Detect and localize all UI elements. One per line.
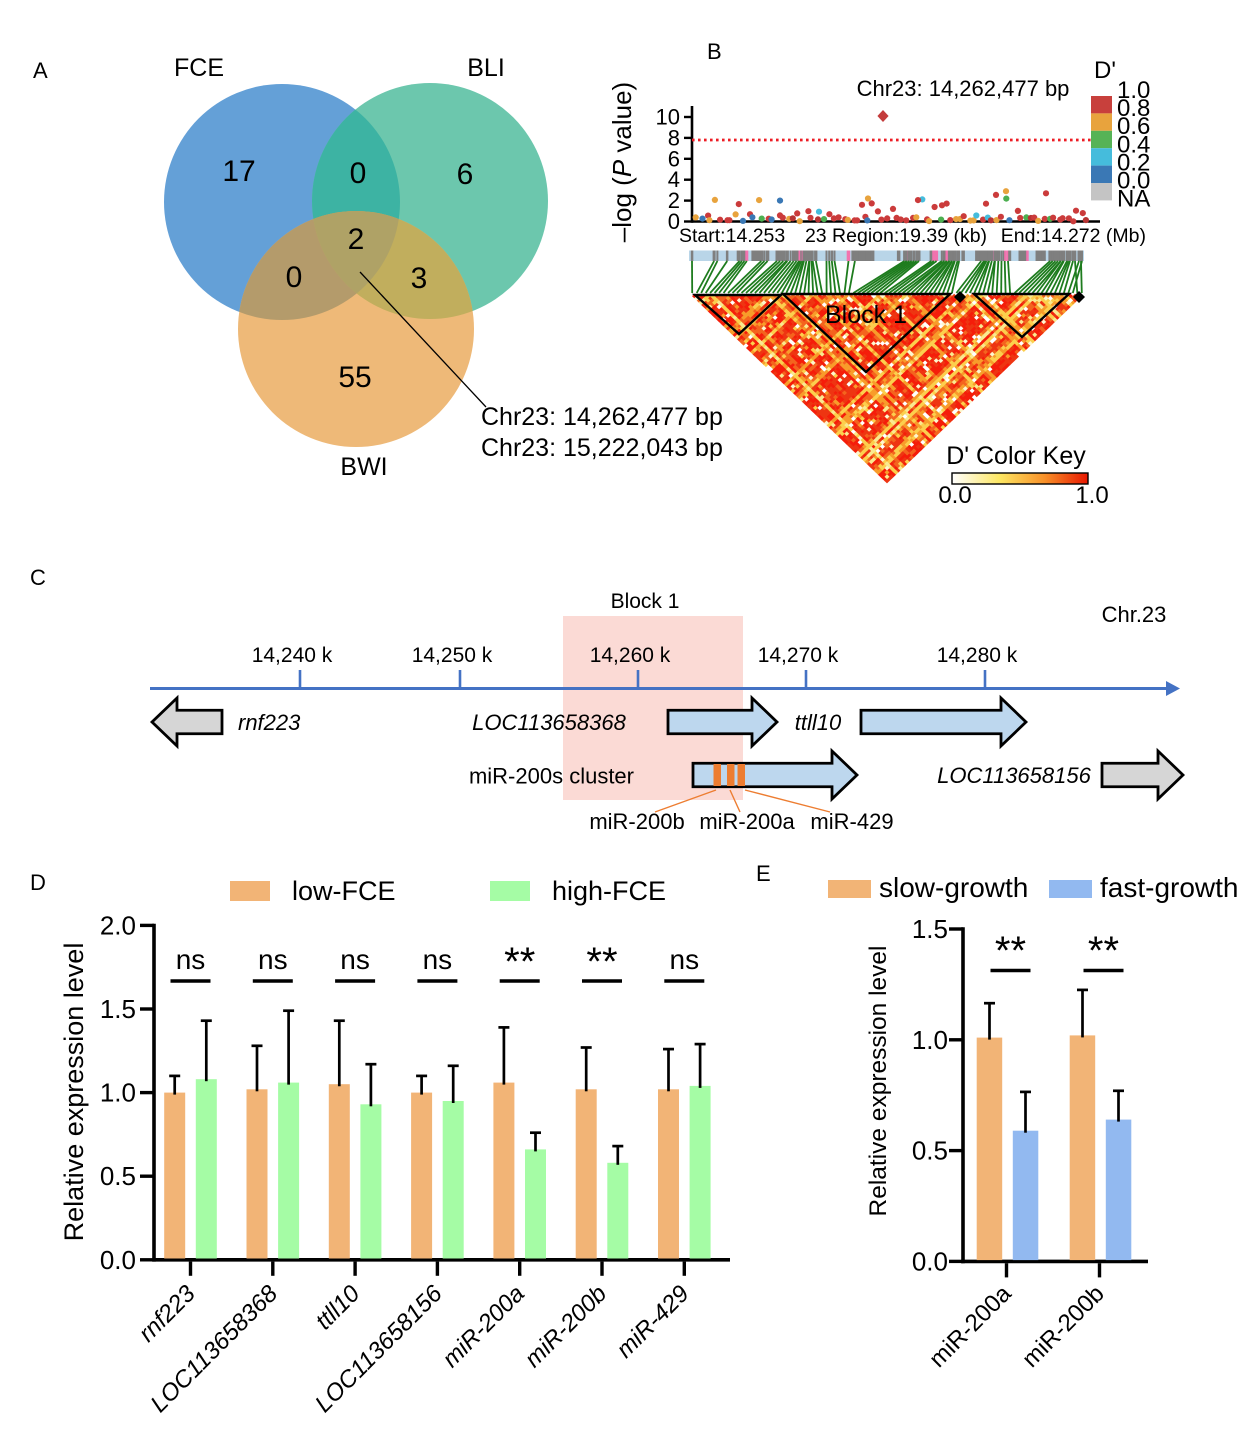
svg-text:0.4: 0.4 <box>1117 131 1150 158</box>
svg-text:1.0: 1.0 <box>1075 482 1108 509</box>
svg-text:Start:14.253: Start:14.253 <box>679 225 785 247</box>
svg-text:14,240 k: 14,240 k <box>252 644 333 667</box>
svg-text:FCE: FCE <box>174 54 224 82</box>
svg-text:Relative expression level: Relative expression level <box>865 946 892 1217</box>
svg-text:Chr23: 14,262,477 bp: Chr23: 14,262,477 bp <box>857 76 1070 101</box>
svg-text:1.0: 1.0 <box>100 1078 136 1108</box>
svg-text:0.0: 0.0 <box>912 1246 948 1276</box>
svg-text:14,260 k: 14,260 k <box>590 644 671 667</box>
svg-text:1.0: 1.0 <box>912 1025 948 1055</box>
svg-text:1.0: 1.0 <box>1117 77 1150 104</box>
svg-text:miR-200a: miR-200a <box>699 809 795 834</box>
svg-text:17: 17 <box>222 155 255 188</box>
svg-text:slow-growth: slow-growth <box>879 872 1028 903</box>
svg-text:Block 1: Block 1 <box>611 590 680 613</box>
svg-text:End:14.272 (Mb): End:14.272 (Mb) <box>1001 225 1146 247</box>
svg-text:**: ** <box>995 929 1026 973</box>
svg-text:0.8: 0.8 <box>1117 95 1150 122</box>
svg-text:**: ** <box>586 940 617 984</box>
svg-text:2: 2 <box>348 223 365 256</box>
svg-text:**: ** <box>1088 929 1119 973</box>
svg-text:miR-200b: miR-200b <box>589 809 684 834</box>
svg-text:ttll10: ttll10 <box>795 710 842 735</box>
svg-text:C: C <box>30 565 46 590</box>
svg-text:14,280 k: 14,280 k <box>937 644 1018 667</box>
svg-text:ns: ns <box>423 944 453 975</box>
svg-text:fast-growth: fast-growth <box>1100 872 1239 903</box>
svg-text:8: 8 <box>668 125 680 150</box>
svg-text:low-FCE: low-FCE <box>292 876 396 906</box>
svg-text:B: B <box>707 39 722 64</box>
svg-text:Chr23: 15,222,043 bp: Chr23: 15,222,043 bp <box>481 434 723 462</box>
svg-text:0.5: 0.5 <box>912 1136 948 1166</box>
svg-text:Block 1: Block 1 <box>825 301 907 329</box>
svg-text:–log (P value): –log (P value) <box>607 82 637 242</box>
svg-text:E: E <box>756 861 771 886</box>
svg-text:6: 6 <box>668 146 680 171</box>
svg-text:0.2: 0.2 <box>1117 149 1150 176</box>
svg-text:ns: ns <box>340 944 370 975</box>
svg-text:0.0: 0.0 <box>1117 168 1150 195</box>
svg-text:55: 55 <box>338 361 371 394</box>
svg-text:D': D' <box>1094 57 1116 84</box>
svg-text:LOC113658368: LOC113658368 <box>472 710 626 735</box>
svg-text:0.0: 0.0 <box>938 482 971 509</box>
svg-text:miR-200s cluster: miR-200s cluster <box>469 764 634 789</box>
svg-text:0.5: 0.5 <box>100 1161 136 1191</box>
svg-text:10: 10 <box>656 105 680 130</box>
svg-text:3: 3 <box>411 262 428 295</box>
svg-text:**: ** <box>504 940 535 984</box>
svg-text:D: D <box>30 870 46 895</box>
svg-text:miR-429: miR-429 <box>810 809 893 834</box>
svg-text:A: A <box>33 58 48 83</box>
svg-text:LOC113658156: LOC113658156 <box>937 763 1091 788</box>
svg-text:0.6: 0.6 <box>1117 113 1150 140</box>
svg-text:Chr23: 14,262,477 bp: Chr23: 14,262,477 bp <box>481 403 723 431</box>
svg-text:D' Color Key: D' Color Key <box>946 442 1086 470</box>
svg-text:0: 0 <box>350 157 367 190</box>
svg-text:ns: ns <box>258 944 288 975</box>
svg-text:6: 6 <box>457 158 474 191</box>
svg-text:1.5: 1.5 <box>100 994 136 1024</box>
svg-text:BLI: BLI <box>467 54 505 82</box>
svg-text:1.5: 1.5 <box>912 914 948 944</box>
svg-text:rnf223: rnf223 <box>238 710 301 735</box>
svg-text:4: 4 <box>668 167 680 192</box>
svg-text:0: 0 <box>286 261 303 294</box>
svg-text:ns: ns <box>176 944 206 975</box>
svg-text:BWI: BWI <box>340 453 387 481</box>
svg-text:2.0: 2.0 <box>100 910 136 940</box>
svg-text:2: 2 <box>668 188 680 213</box>
svg-text:14,250 k: 14,250 k <box>412 644 493 667</box>
svg-text:high-FCE: high-FCE <box>552 876 666 906</box>
svg-text:NA: NA <box>1117 186 1150 213</box>
svg-text:0.0: 0.0 <box>100 1245 136 1275</box>
svg-text:Chr.23: Chr.23 <box>1102 602 1167 627</box>
svg-text:Relative expression level: Relative expression level <box>59 943 89 1242</box>
svg-text:ns: ns <box>670 944 700 975</box>
svg-text:14,270 k: 14,270 k <box>758 644 839 667</box>
svg-text:23 Region:19.39 (kb): 23 Region:19.39 (kb) <box>805 225 987 247</box>
svg-text:0: 0 <box>668 209 680 234</box>
